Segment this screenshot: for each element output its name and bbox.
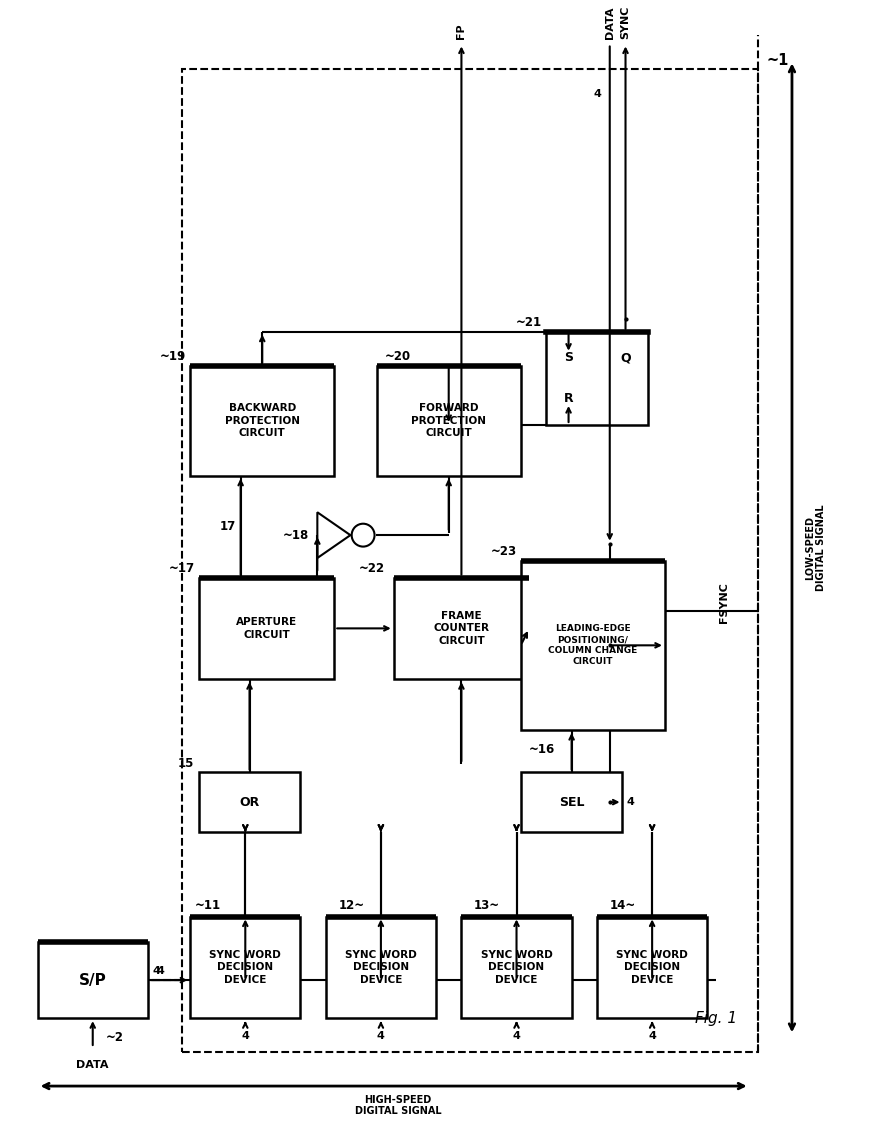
Bar (461, 916, 572, 1019)
Text: OR: OR (240, 795, 260, 809)
Text: SYNC WORD
DECISION
DEVICE: SYNC WORD DECISION DEVICE (345, 950, 417, 985)
Text: FRAME
COUNTER
CIRCUIT: FRAME COUNTER CIRCUIT (433, 611, 489, 646)
Text: SYNC WORD
DECISION
DEVICE: SYNC WORD DECISION DEVICE (617, 950, 688, 985)
Text: S: S (564, 351, 573, 364)
Text: S/P: S/P (78, 973, 106, 987)
Text: 17: 17 (220, 520, 236, 533)
Bar (521, 560, 664, 730)
Text: 4: 4 (513, 1031, 521, 1041)
Text: 4: 4 (648, 1031, 656, 1041)
Text: ~1: ~1 (766, 53, 789, 69)
Text: ~21: ~21 (516, 317, 542, 329)
Text: 4: 4 (594, 90, 602, 100)
Text: ~2: ~2 (106, 1031, 124, 1044)
Text: ~23: ~23 (490, 545, 516, 558)
Bar (393, 577, 529, 679)
Text: FP: FP (456, 24, 467, 39)
Bar (190, 916, 300, 1019)
Text: DATA: DATA (605, 7, 615, 39)
Text: ~19: ~19 (160, 350, 186, 363)
Text: SYNC WORD
DECISION
DEVICE: SYNC WORD DECISION DEVICE (480, 950, 552, 985)
Text: 13~: 13~ (474, 900, 501, 912)
Text: 12~: 12~ (338, 900, 364, 912)
Text: SEL: SEL (559, 795, 584, 809)
Text: 4: 4 (242, 1031, 249, 1041)
Text: 4: 4 (627, 797, 635, 807)
Text: LOW-SPEED
DIGITAL SIGNAL: LOW-SPEED DIGITAL SIGNAL (805, 504, 827, 591)
Text: APERTURE
CIRCUIT: APERTURE CIRCUIT (236, 618, 297, 640)
Text: FSYNC: FSYNC (719, 583, 729, 623)
Text: Fig. 1: Fig. 1 (695, 1011, 737, 1025)
Bar (377, 366, 521, 476)
Text: Q: Q (620, 351, 630, 364)
Text: ~11: ~11 (194, 900, 221, 912)
Bar (326, 916, 436, 1019)
Text: 14~: 14~ (610, 900, 636, 912)
Text: ~17: ~17 (168, 562, 194, 575)
Text: SYNC WORD
DECISION
DEVICE: SYNC WORD DECISION DEVICE (209, 950, 281, 985)
Text: ~16: ~16 (529, 742, 555, 756)
Text: ~18: ~18 (283, 529, 309, 541)
Text: HIGH-SPEED
DIGITAL SIGNAL: HIGH-SPEED DIGITAL SIGNAL (355, 1095, 441, 1116)
Bar (37, 942, 148, 1019)
Text: FORWARD
PROTECTION
CIRCUIT: FORWARD PROTECTION CIRCUIT (412, 403, 487, 438)
Bar (181, 69, 758, 1052)
Bar (597, 916, 707, 1019)
Bar (199, 577, 334, 679)
Text: 4: 4 (156, 966, 164, 976)
Bar (190, 366, 334, 476)
Bar (546, 331, 648, 424)
Text: 15: 15 (178, 757, 194, 770)
Text: LEADING-EDGE
POSITIONING/
COLUMN CHANGE
CIRCUIT: LEADING-EDGE POSITIONING/ COLUMN CHANGE … (548, 624, 637, 666)
Bar (521, 773, 623, 832)
Bar (199, 773, 300, 832)
Text: SYNC: SYNC (621, 6, 630, 39)
Text: 4: 4 (153, 966, 160, 976)
Text: BACKWARD
PROTECTION
CIRCUIT: BACKWARD PROTECTION CIRCUIT (225, 403, 300, 438)
Text: DATA: DATA (77, 1060, 109, 1070)
Text: R: R (563, 392, 574, 405)
Text: ~20: ~20 (385, 350, 412, 363)
Text: 4: 4 (377, 1031, 385, 1041)
Text: ~22: ~22 (359, 562, 385, 575)
